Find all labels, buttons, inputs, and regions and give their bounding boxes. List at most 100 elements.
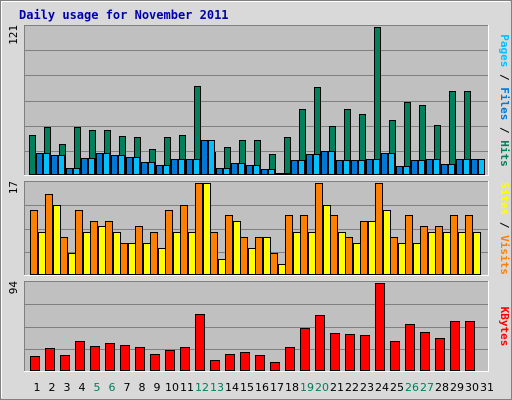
bar-pages-day-26	[418, 160, 425, 175]
legend-item-files: Files	[498, 87, 511, 120]
bar-pages-day-9	[163, 165, 170, 175]
bar-pages-day-14	[238, 163, 245, 175]
bar-files-day-6	[111, 155, 118, 175]
bar-visits-day-4	[75, 210, 83, 275]
bar-pages-day-8	[148, 162, 155, 175]
bar-sites-day-13	[218, 259, 226, 275]
bar-visits-day-8	[135, 226, 143, 275]
bar-kbytes-day-3	[60, 355, 70, 371]
bar-kbytes-day-11	[180, 347, 190, 371]
day-label-8: 8	[139, 381, 146, 394]
y-axis-max-label: 121	[7, 25, 20, 45]
day-label-16: 16	[255, 381, 269, 394]
bar-pages-day-13	[223, 168, 230, 175]
bar-files-day-29	[456, 159, 463, 175]
bar-pages-day-2	[58, 155, 65, 175]
day-label-27: 27	[420, 381, 434, 394]
bar-hits-day-24	[374, 27, 381, 175]
bar-sites-day-2	[53, 205, 61, 275]
y-axis-max-label: 17	[7, 181, 20, 194]
day-label-24: 24	[375, 381, 389, 394]
legend-kbytes: KBytes	[498, 307, 511, 347]
bar-kbytes-day-22	[345, 334, 355, 371]
bar-files-day-30	[471, 159, 478, 175]
bar-visits-day-21	[330, 215, 338, 275]
legend-item-hits: Hits	[498, 140, 511, 167]
legend-separator: /	[498, 120, 511, 140]
day-label-18: 18	[285, 381, 299, 394]
day-label-12: 12	[195, 381, 209, 394]
bar-files-day-9	[156, 165, 163, 175]
day-label-5: 5	[94, 381, 101, 394]
bar-kbytes-day-4	[75, 341, 85, 371]
bar-files-day-27	[426, 159, 433, 175]
bar-files-day-21	[336, 160, 343, 175]
bar-pages-day-19	[313, 154, 320, 175]
series-pages	[43, 140, 485, 175]
bar-visits-day-17	[270, 253, 278, 275]
bar-files-day-12	[201, 140, 208, 175]
bar-kbytes-day-6	[105, 343, 115, 371]
bar-visits-day-11	[180, 205, 188, 275]
bar-sites-day-7	[128, 243, 136, 275]
bar-visits-day-18	[285, 215, 293, 275]
legend-item-pages: Pages	[498, 34, 511, 67]
chart-title: Daily usage for November 2011	[19, 8, 229, 22]
y-axis-max-label: 94	[7, 281, 20, 295]
panel-hits-files-pages: 121 Pages / Files / Hits	[7, 25, 511, 176]
bar-files-day-24	[381, 153, 388, 175]
bar-kbytes-day-16	[255, 355, 265, 371]
bar-files-day-20	[321, 151, 328, 175]
bar-hits-day-1	[29, 135, 36, 175]
bar-files-day-18	[291, 160, 298, 175]
bar-visits-day-12	[195, 183, 203, 275]
day-label-23: 23	[360, 381, 374, 394]
bar-hits-day-18	[284, 137, 291, 175]
bar-pages-day-1	[43, 153, 50, 175]
bar-sites-day-25	[398, 243, 406, 275]
day-label-26: 26	[405, 381, 419, 394]
day-label-28: 28	[435, 381, 449, 394]
legend-hits-files-pages: Pages / Files / Hits	[498, 34, 511, 167]
bar-visits-day-5	[90, 221, 98, 275]
day-label-31: 31	[480, 381, 494, 394]
bar-visits-day-30	[465, 215, 473, 275]
bar-kbytes-day-25	[390, 341, 400, 371]
bar-visits-day-6	[105, 221, 113, 275]
bar-pages-day-24	[388, 153, 395, 175]
day-label-14: 14	[225, 381, 239, 394]
bar-sites-day-8	[143, 243, 151, 275]
bar-sites-day-4	[83, 232, 91, 275]
bar-visits-day-1	[30, 210, 38, 275]
bar-visits-day-16	[255, 237, 263, 275]
bar-pages-day-10	[178, 159, 185, 175]
bar-kbytes-day-5	[90, 346, 100, 371]
bar-visits-day-25	[390, 237, 398, 275]
bar-files-day-28	[441, 164, 448, 175]
bar-sites-day-5	[98, 226, 106, 275]
bar-visits-day-27	[420, 226, 428, 275]
bar-kbytes-day-8	[135, 347, 145, 371]
day-label-2: 2	[49, 381, 56, 394]
bar-kbytes-day-28	[435, 338, 445, 371]
bar-files-day-1	[36, 153, 43, 175]
day-label-6: 6	[109, 381, 116, 394]
day-label-1: 1	[34, 381, 41, 394]
bar-kbytes-day-15	[240, 352, 250, 371]
bar-sites-day-6	[113, 232, 121, 275]
legend-separator: /	[498, 67, 511, 87]
legend-item-visits: Visits	[498, 235, 511, 275]
bar-files-day-15	[246, 165, 253, 175]
panel-kbytes: 94 KBytes	[7, 281, 511, 372]
bar-kbytes-day-13	[210, 360, 220, 371]
bar-pages-day-11	[193, 159, 200, 175]
day-labels: 1 2 3 4 5 6 7 8 9 10 11 12 13 14 15 16 17 18 19 20 21 22 23 24 2…	[34, 381, 495, 394]
bar-kbytes-day-7	[120, 345, 130, 371]
bar-pages-day-15	[253, 165, 260, 175]
bar-kbytes-day-18	[285, 347, 295, 371]
day-label-21: 21	[330, 381, 344, 394]
bar-kbytes-day-21	[330, 333, 340, 371]
bar-visits-day-26	[405, 215, 413, 275]
day-label-13: 13	[210, 381, 224, 394]
